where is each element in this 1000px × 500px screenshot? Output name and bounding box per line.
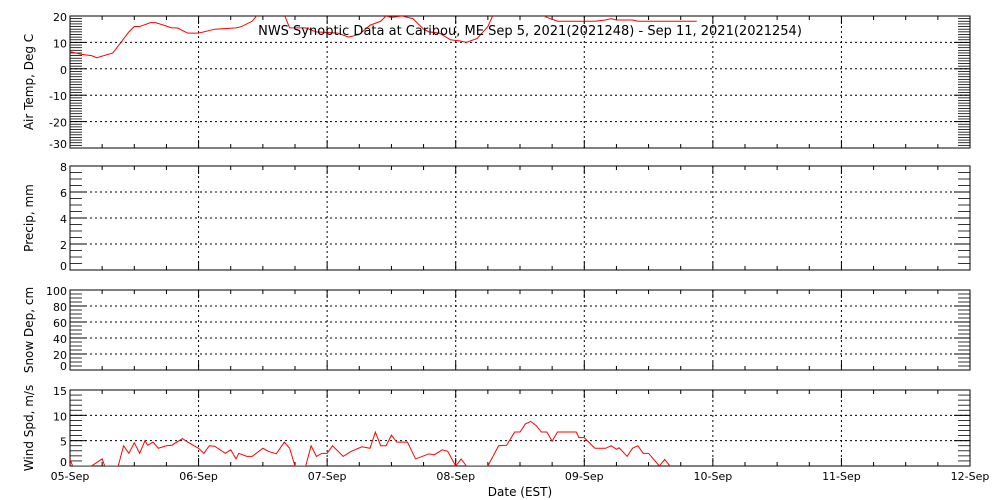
panel-1: -30 -20 -10 0 10 20 Air Temp, Deg C <box>22 11 971 151</box>
y-axis-label: Air Temp, Deg C <box>22 34 36 130</box>
y-tick-label: 0 <box>60 456 67 469</box>
y-tick-label: 0 <box>60 64 67 77</box>
series-line <box>70 16 697 59</box>
x-tick-label: 05-Sep <box>51 470 90 483</box>
series-group <box>70 420 671 466</box>
panel-2: 0 2 4 6 8 Precip, mm <box>22 161 971 273</box>
plot-frame <box>69 289 971 371</box>
y-tick-label: 6 <box>60 187 67 200</box>
y-tick-label: 60 <box>53 317 67 330</box>
y-tick-label: 100 <box>46 285 67 298</box>
y-axis-label: Precip, mm <box>22 184 36 252</box>
x-tick-label: 06-Sep <box>179 470 218 483</box>
x-axis-label: Date (EST) <box>488 485 552 499</box>
plot-frame <box>69 389 971 467</box>
y-tick-label: 20 <box>53 11 67 24</box>
y-tick-label: 0 <box>60 360 67 373</box>
plot-frame <box>69 15 971 149</box>
x-tick-label: 12-Sep <box>951 470 990 483</box>
x-tick-label: 10-Sep <box>694 470 733 483</box>
y-tick-label: 5 <box>60 436 67 449</box>
y-tick-label: -20 <box>49 117 67 130</box>
y-tick-label: 80 <box>53 301 67 314</box>
y-axis-label: Wind Spd, m/s <box>22 385 36 471</box>
x-tick-label: 07-Sep <box>308 470 347 483</box>
panel-3: 020 40 60 80 100 Snow Dep, cm <box>22 285 971 373</box>
y-tick-label: 0 <box>60 260 67 273</box>
y-tick-label: 8 <box>60 161 67 174</box>
y-tick-label: -30 <box>49 138 67 151</box>
y-tick-label: 10 <box>53 37 67 50</box>
panel-4: 0 5 10 15 Wind Spd, m/s 05-Sep 06-Sep 07-Sep 08-… <box>22 385 989 499</box>
y-tick-label: 4 <box>60 213 67 226</box>
y-tick-label: -10 <box>49 90 67 103</box>
y-axis-label: Snow Dep, cm <box>22 287 36 373</box>
y-tick-label: 10 <box>53 410 67 423</box>
y-tick-label: 40 <box>53 333 67 346</box>
chart-title: NWS Synoptic Data at Caribou, ME Sep 5, … <box>258 24 802 39</box>
series-group <box>70 16 697 59</box>
series-line <box>70 420 671 466</box>
y-tick-label: 20 <box>53 349 67 362</box>
y-tick-label: 15 <box>53 385 67 398</box>
x-tick-label: 11-Sep <box>822 470 861 483</box>
y-tick-label: 2 <box>60 239 67 252</box>
x-tick-label: 09-Sep <box>565 470 604 483</box>
plot-frame <box>69 165 971 271</box>
x-tick-label: 08-Sep <box>436 470 475 483</box>
